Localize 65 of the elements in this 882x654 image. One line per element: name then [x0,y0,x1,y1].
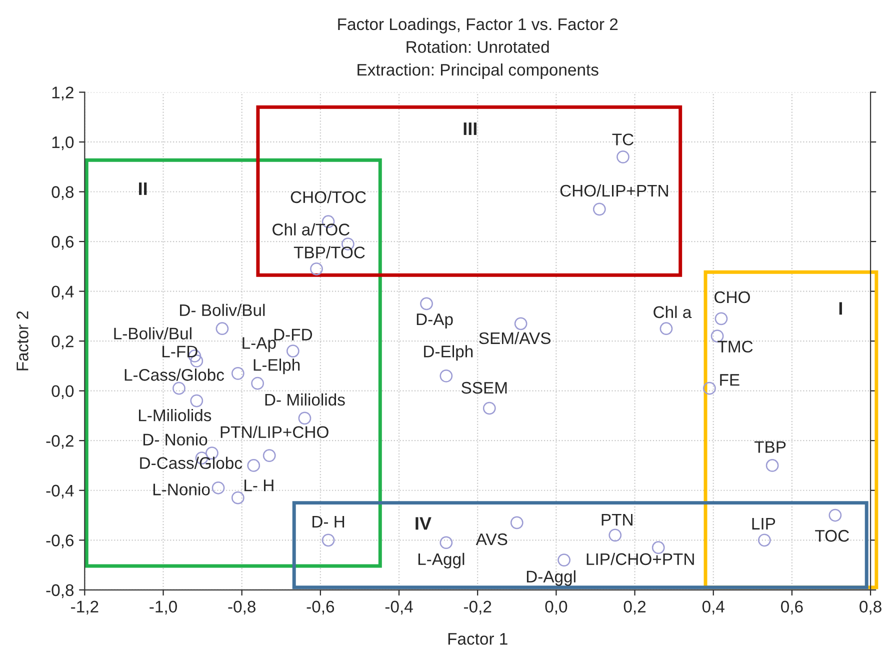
annotation: D- Boliv/Bul [180,304,265,316]
y-tick-label: 0,4 [52,286,74,300]
annotation: PTN [602,514,632,526]
annotation: D-Ap [416,314,453,328]
annotation: L-Cass/Globc [124,368,224,381]
annotation: Chl a [654,306,692,318]
x-axis-title: Factor 1 [448,633,508,645]
annotation: D-Elph [424,345,473,361]
y-tick-label: 1,2 [52,86,74,100]
y-tick-label: -0,2 [46,435,74,449]
x-tick-label: -0,8 [228,600,256,615]
annotation: TMC [718,340,753,353]
annotation: D- Nonio [143,433,208,446]
annotation: L-Ap [242,337,276,352]
annotation: D- Miliolids [265,393,345,406]
annotation: I [839,302,842,315]
annotation: CHO [714,291,750,304]
annotation: L-Miliolids [138,409,212,422]
annotation: LIP [752,518,776,530]
y-tick-label: -0,4 [46,484,74,499]
y-tick-label: 0,8 [52,186,74,200]
annotation: D- H [312,516,344,528]
y-tick-label: 1,0 [52,136,74,150]
annotation: L-Elph [254,358,300,374]
annotation: TBP [754,441,786,453]
x-tick-label: -0,2 [464,600,492,615]
chart-title: Factor Loadings, Factor 1 vs. Factor 2 Rotation: Unrotated Extraction: Principal components [338,18,618,80]
annotation: D-Aggl [526,570,576,586]
x-tick-label: -1,0 [150,600,177,615]
annotation: TC [612,134,634,146]
annotation: L-Aggl [418,552,464,568]
y-tick-label: 0,0 [52,385,74,399]
y-tick-label: -0,6 [46,534,74,548]
x-tick-label: 0,4 [702,600,724,615]
x-tick-label: -0,4 [385,600,413,615]
annotation: Chl a/TOC [272,223,350,236]
annotation: PTN/LIP+CHO [220,426,328,438]
annotation: III [464,122,476,135]
annotation: TOC [815,530,849,542]
annotation: II [139,182,147,195]
y-tick-label: 0,6 [52,236,74,250]
annotation: L-FD [162,346,198,358]
x-tick-label: 0,6 [781,600,803,615]
x-tick-label: -0,6 [306,600,334,615]
annotation: D-FD [274,328,312,340]
annotation: IV [416,517,432,530]
x-tick-label: 0,8 [860,600,882,615]
annotation: L-Boliv/Bul [114,327,192,340]
x-tick-label: 0,2 [624,600,646,615]
annotation: SEM/AVS [479,332,550,344]
annotation: AVS [476,533,508,546]
y-tick-label: -0,8 [46,584,74,598]
annotation: LIP/CHO+PTN [586,552,694,566]
x-tick-label: 0,0 [545,600,568,615]
y-tick-label: 0,2 [52,335,74,350]
annotation: TBP/TOC [294,246,365,258]
annotation: L- H [244,480,274,492]
annotation: L-Nonio [153,483,210,496]
annotation: CHO/LIP+PTN [560,184,668,197]
annotation: SSEM [462,382,507,394]
annotation: FE [720,374,740,386]
x-tick-label: -1,2 [71,600,98,615]
annotation: D-Cass/Globc [140,456,242,469]
y-axis-title: Factor 2 [16,311,28,370]
annotation: CHO/TOC [290,190,366,204]
